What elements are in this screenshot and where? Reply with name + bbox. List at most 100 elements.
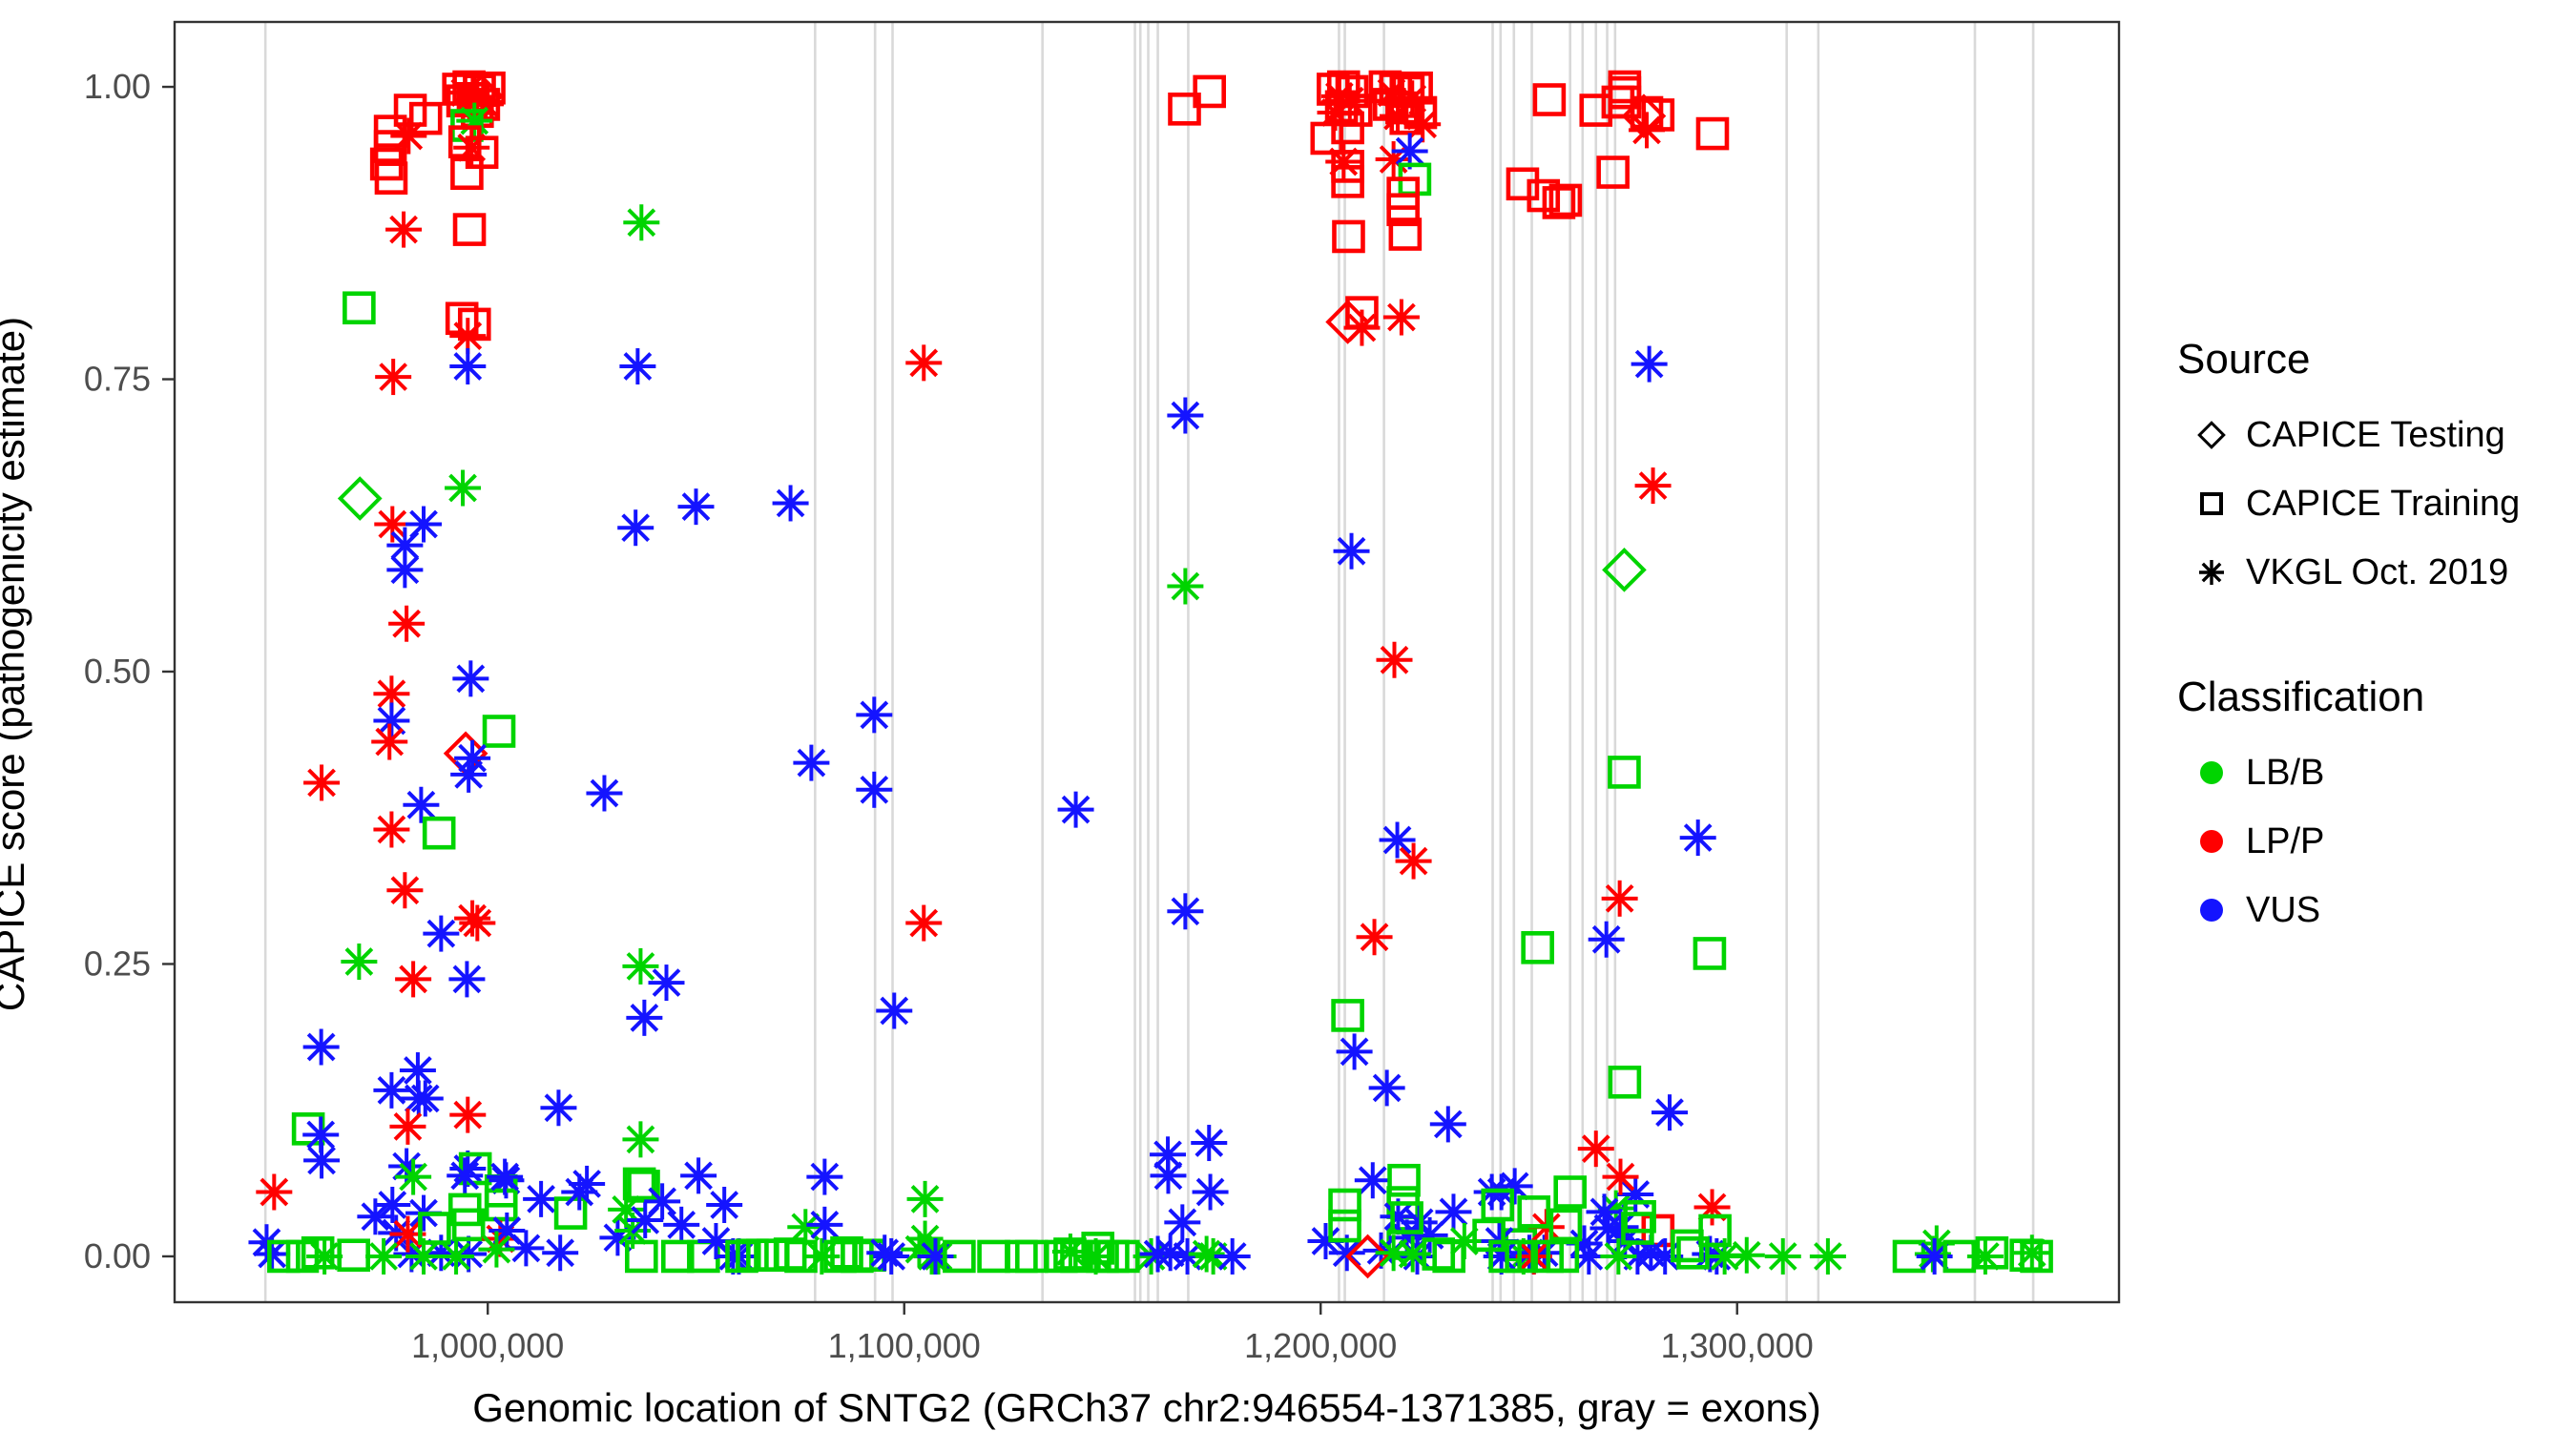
data-point-asterisk: [1395, 842, 1432, 880]
data-point-square: [373, 130, 407, 163]
data-point-asterisk: [373, 811, 410, 848]
data-point-asterisk: [423, 915, 460, 952]
data-point-square: [301, 1235, 335, 1270]
data-point-asterisk: [373, 1071, 410, 1109]
data-point-asterisk: [449, 1096, 487, 1133]
data-point-asterisk: [1435, 1193, 1472, 1231]
data-point-asterisk: [1328, 1234, 1365, 1272]
data-point-square: [660, 1239, 695, 1274]
data-point-asterisk: [1602, 1158, 1639, 1195]
legend-classification-title: Classification: [2177, 674, 2425, 720]
data-point-diamond: [1602, 548, 1647, 592]
data-point-asterisk: [619, 348, 656, 385]
data-point-square: [1331, 111, 1364, 145]
data-point-asterisk: [542, 1234, 579, 1272]
data-point-square: [1548, 1208, 1583, 1242]
data-point-asterisk: [389, 1108, 426, 1145]
y-tick-label: 0.75: [84, 360, 151, 399]
data-point-asterisk: [374, 506, 411, 543]
data-point-asterisk: [617, 509, 654, 547]
data-point-asterisk: [375, 359, 412, 396]
data-point-asterisk: [2013, 1234, 2050, 1272]
data-point-square: [830, 1235, 863, 1270]
data-point-square: [452, 213, 487, 246]
data-point-asterisk: [487, 1158, 524, 1195]
legend-item-capice-training: CAPICE Training: [2177, 469, 2568, 538]
data-point-asterisk: [1600, 1237, 1637, 1275]
data-point-asterisk: [395, 1158, 432, 1195]
y-tick-label: 1.00: [84, 67, 151, 106]
x-tick-label: 1,000,000: [411, 1326, 564, 1365]
data-point-asterisk: [523, 1180, 560, 1217]
plot-panel-background: [175, 22, 2119, 1302]
data-point-square: [1506, 167, 1540, 201]
data-point-asterisk: [373, 702, 410, 739]
data-point-asterisk: [1379, 821, 1416, 859]
data-point-asterisk: [1382, 299, 1420, 336]
data-point-square: [1386, 193, 1420, 227]
square-icon: [2177, 483, 2246, 525]
y-tick-label: 0.00: [84, 1236, 151, 1275]
plot-panel-border: [173, 20, 2121, 1304]
data-point-square: [1328, 1188, 1361, 1222]
data-point-asterisk: [1132, 1237, 1170, 1275]
data-point-square: [773, 1237, 807, 1271]
data-point-square: [1387, 1163, 1421, 1197]
data-point-asterisk: [1693, 1189, 1731, 1226]
data-point-square: [1517, 1195, 1551, 1229]
x-axis-title: Genomic location of SNTG2 (GRCh37 chr2:9…: [472, 1385, 1821, 1430]
data-point-asterisk: [452, 660, 489, 697]
data-point-asterisk: [374, 1187, 411, 1224]
data-point-asterisk: [1577, 1130, 1614, 1168]
x-tick-label: 1,300,000: [1661, 1326, 1814, 1365]
data-point-asterisk: [1164, 1204, 1201, 1241]
legend-item-vkgl: VKGL Oct. 2019: [2177, 538, 2568, 607]
data-point-asterisk: [806, 1158, 843, 1195]
asterisk-icon: [2177, 551, 2246, 593]
legend-source: Source CAPICE Testing CAPICE Training VK…: [2177, 336, 2568, 607]
data-point-asterisk: [599, 1219, 636, 1256]
data-point-asterisk: [1373, 74, 1410, 112]
data-point-square: [1596, 156, 1630, 189]
data-point-square: [482, 715, 516, 748]
data-point-asterisk: [1325, 143, 1362, 180]
data-point-square: [943, 1239, 976, 1274]
diamond-icon: [2177, 414, 2246, 456]
data-point-asterisk: [450, 756, 488, 793]
data-point-diamond: [459, 73, 505, 119]
data-point-square: [1542, 186, 1576, 219]
data-point-asterisk: [371, 723, 408, 760]
data-point-asterisk: [1404, 106, 1442, 143]
data-point-square: [1975, 1235, 2009, 1270]
data-point-asterisk: [905, 344, 943, 382]
data-point-asterisk: [1496, 1168, 1533, 1205]
legend-item-label: VKGL Oct. 2019: [2246, 551, 2509, 592]
data-point-square: [2020, 1239, 2053, 1274]
data-point-asterisk: [405, 1237, 443, 1275]
data-point-asterisk: [1728, 1236, 1765, 1274]
data-point-asterisk: [395, 961, 432, 998]
lpp-dot-icon: [2177, 820, 2246, 862]
data-point-asterisk: [1588, 921, 1625, 958]
data-point-square: [422, 816, 456, 850]
data-point-asterisk: [1214, 1237, 1251, 1275]
data-point-square: [1328, 1209, 1361, 1243]
data-point-asterisk: [1192, 1173, 1229, 1211]
data-point-asterisk: [1167, 568, 1204, 605]
data-point-square: [625, 1239, 658, 1274]
data-point-asterisk: [303, 1142, 341, 1179]
data-point-asterisk: [306, 1237, 343, 1275]
data-point-asterisk: [447, 1157, 484, 1194]
data-point-asterisk: [406, 1080, 444, 1117]
data-point-asterisk: [1601, 880, 1638, 917]
data-point-asterisk: [622, 947, 659, 985]
data-point-diamond: [1345, 1234, 1390, 1279]
data-point-asterisk: [438, 1237, 475, 1275]
data-point-square: [1695, 116, 1730, 151]
legend-source-title: Source: [2177, 336, 2311, 383]
data-point-asterisk: [1354, 1162, 1391, 1199]
data-point-asterisk: [677, 488, 715, 526]
data-point-asterisk: [1445, 1223, 1483, 1260]
data-point-asterisk: [1652, 1094, 1689, 1131]
